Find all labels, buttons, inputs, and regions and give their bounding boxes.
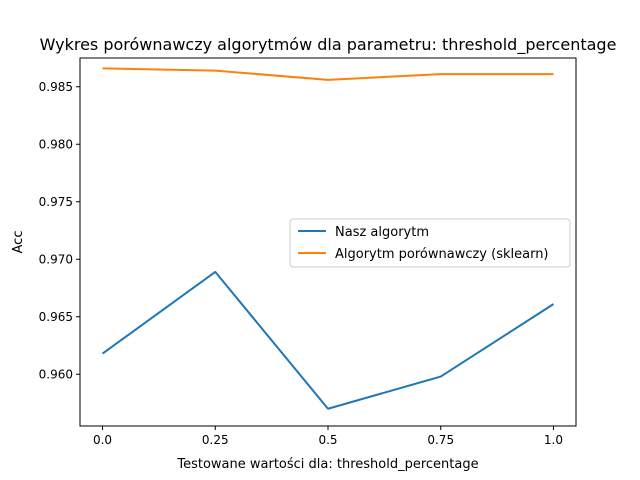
x-axis-label: Testowane wartości dla: threshold_percen… (176, 457, 478, 472)
chart-title: Wykres porównawczy algorytmów dla parame… (40, 35, 617, 55)
x-tick-label: 0.25 (202, 433, 229, 447)
y-tick-label: 0.960 (39, 367, 73, 381)
legend-label-sklearn: Algorytm porównawczy (sklearn) (335, 247, 549, 262)
series-line-sklearn (102, 67, 554, 81)
y-tick-label: 0.975 (39, 195, 73, 209)
series-line-nasz-algorytm (101, 270, 554, 410)
y-tick-label: 0.985 (39, 80, 73, 94)
y-tick-label: 0.965 (39, 310, 73, 324)
y-axis-label: Acc (11, 231, 26, 254)
x-axis-ticks: 0.0 0.25 0.5 0.75 1.0 (93, 426, 563, 447)
y-tick-label: 0.970 (39, 252, 73, 266)
legend-label-nasz-algorytm: Nasz algorytm (335, 225, 429, 240)
x-tick-label: 0.5 (318, 433, 337, 447)
x-tick-label: 0.75 (427, 433, 454, 447)
x-tick-label: 1.0 (544, 433, 563, 447)
legend-box (289, 218, 571, 268)
series-lines (101, 67, 554, 410)
legend: Nasz algorytm Algorytm porównawczy (skle… (289, 218, 571, 268)
y-axis-ticks: 0.960 0.965 0.970 0.975 0.980 0.985 (39, 80, 80, 381)
x-tick-label: 0.0 (93, 433, 112, 447)
y-tick-label: 0.980 (39, 137, 73, 151)
